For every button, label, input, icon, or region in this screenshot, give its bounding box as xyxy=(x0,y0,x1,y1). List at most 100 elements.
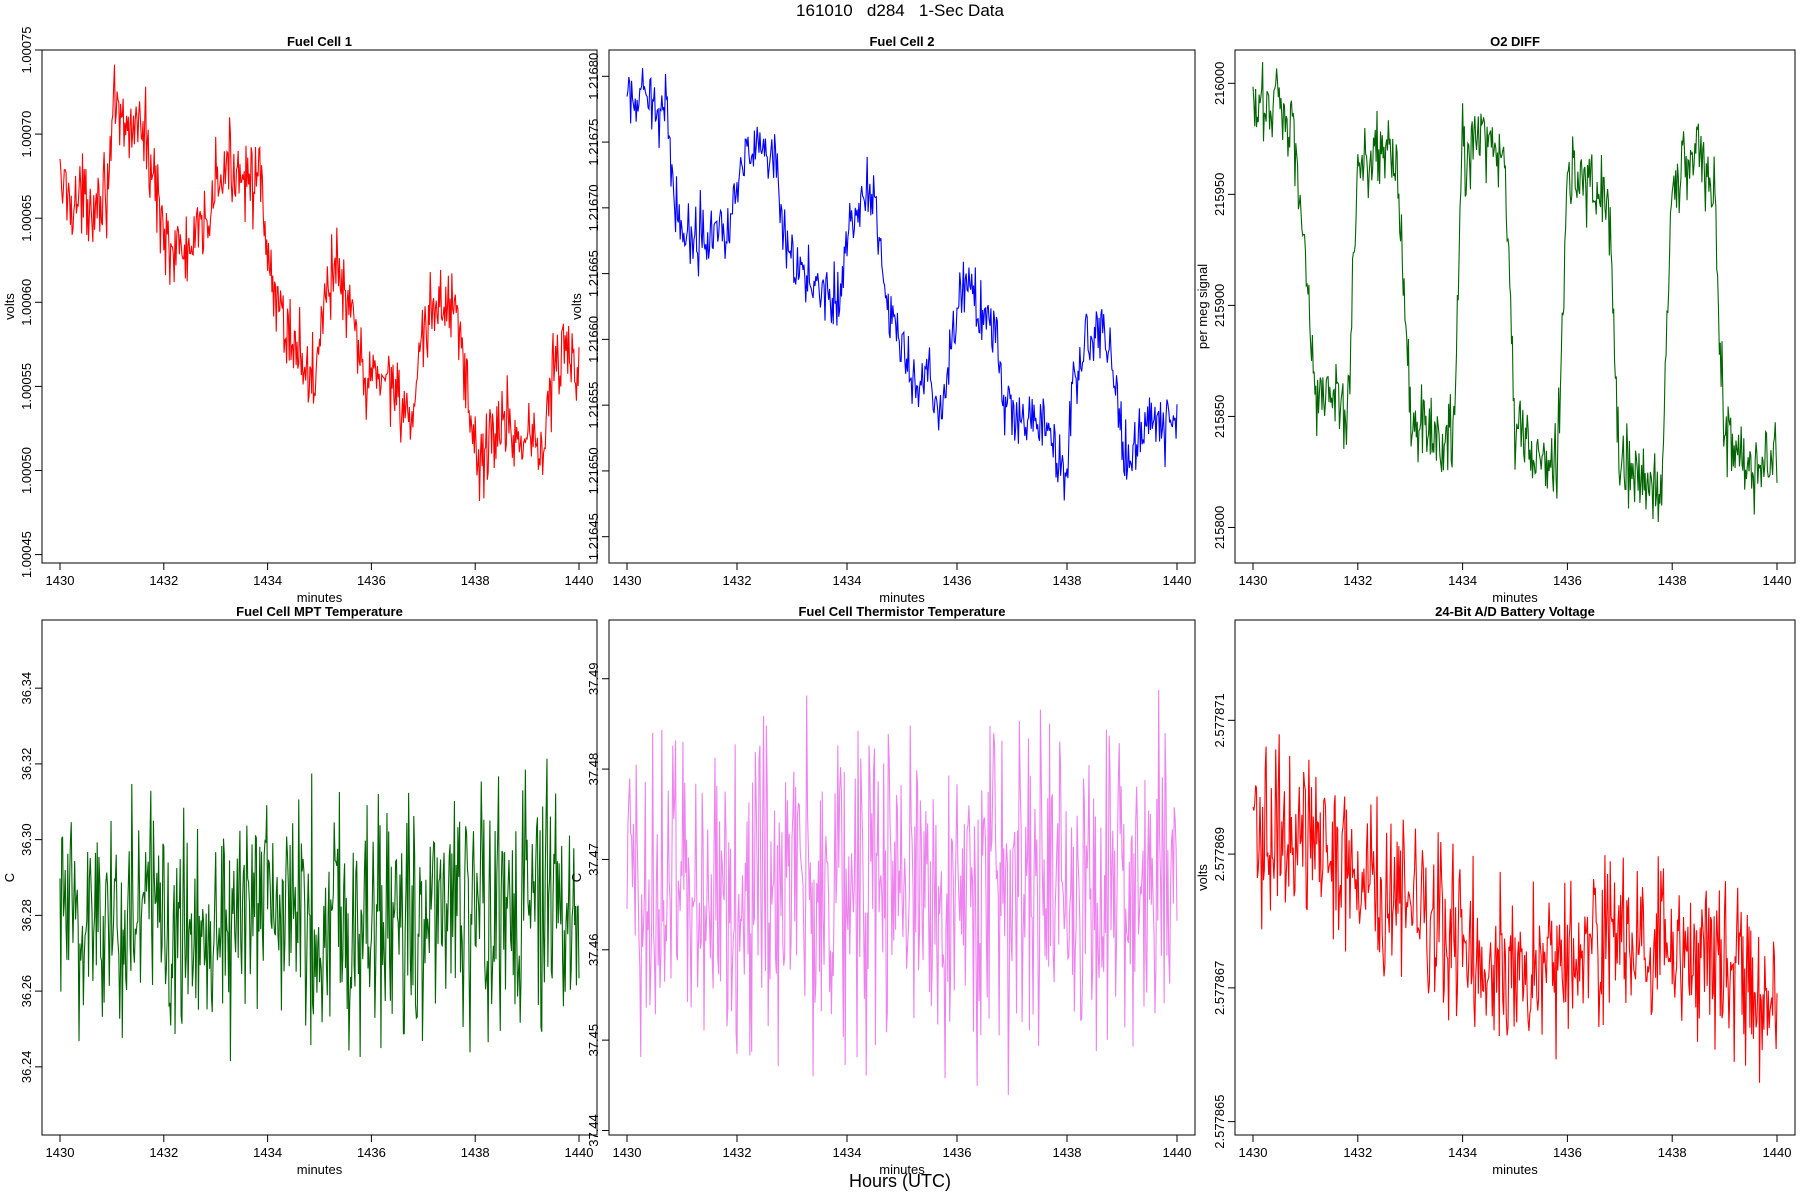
x-tick-label: 1438 xyxy=(1658,573,1687,588)
x-tick-label: 1430 xyxy=(613,573,642,588)
y-tick-label: 215900 xyxy=(1212,284,1227,327)
plot-frame xyxy=(1234,49,1796,564)
y-tick-label: 1.21675 xyxy=(586,119,601,166)
y-tick-label: 37.46 xyxy=(586,934,601,967)
y-tick-label: 1.00050 xyxy=(19,447,34,494)
x-tick-label: 1440 xyxy=(565,573,594,588)
chart-panel-4: Fuel Cell MPT Temperature 1430 1432 1434 143… xyxy=(2,604,598,1177)
y-axis-label: volts xyxy=(1195,864,1210,891)
x-tick-label: 1432 xyxy=(1343,1145,1372,1160)
plot-frame xyxy=(1234,619,1796,1136)
x-tick-label: 1440 xyxy=(1163,1145,1192,1160)
y-axis-label: C xyxy=(569,873,584,882)
y-tick-label: 36.28 xyxy=(19,899,34,932)
y-tick-label: 1.00060 xyxy=(19,279,34,326)
y-tick-label: 1.21660 xyxy=(586,316,601,363)
chart-title: Fuel Cell 2 xyxy=(869,34,934,49)
x-tick-label: 1438 xyxy=(1053,1145,1082,1160)
x-tick-label: 1434 xyxy=(253,573,282,588)
chart-title: 24-Bit A/D Battery Voltage xyxy=(1435,604,1595,619)
y-tick-label: 1.21645 xyxy=(586,513,601,560)
y-tick-label: 36.24 xyxy=(19,1051,34,1084)
x-tick-label: 1438 xyxy=(461,1145,490,1160)
x-tick-label: 1436 xyxy=(1553,1145,1582,1160)
x-tick-label: 1430 xyxy=(46,573,75,588)
chart-panel-6: 24-Bit A/D Battery Voltage 1430 1432 1434 14… xyxy=(1195,604,1796,1177)
y-tick-label: 1.00045 xyxy=(19,531,34,578)
x-axis-label: minutes xyxy=(1492,590,1538,605)
figure-xlabel: Hours (UTC) xyxy=(849,1171,951,1191)
x-tick-label: 1430 xyxy=(1239,1145,1268,1160)
chart-panel-3: O2 DIFF 1430 1432 1434 1436 1438 1440 minutes 21… xyxy=(1195,34,1796,605)
x-tick-label: 1440 xyxy=(1763,1145,1792,1160)
y-tick-label: 1.21650 xyxy=(586,447,601,494)
x-tick-label: 1438 xyxy=(1658,1145,1687,1160)
x-axis-label: minutes xyxy=(297,590,343,605)
y-tick-label: 36.30 xyxy=(19,823,34,856)
x-axis-label: minutes xyxy=(297,1162,343,1177)
y-tick-label: 2.577867 xyxy=(1212,961,1227,1015)
y-tick-label: 1.21670 xyxy=(586,184,601,231)
x-tick-label: 1432 xyxy=(149,573,178,588)
series-line xyxy=(59,64,580,501)
x-tick-label: 1440 xyxy=(1163,573,1192,588)
x-tick-label: 1436 xyxy=(357,573,386,588)
x-tick-label: 1434 xyxy=(253,1145,282,1160)
y-tick-label: 1.00055 xyxy=(19,363,34,410)
series-line xyxy=(1252,62,1778,522)
x-tick-label: 1432 xyxy=(723,1145,752,1160)
x-tick-label: 1430 xyxy=(613,1145,642,1160)
y-tick-label: 1.21680 xyxy=(586,53,601,100)
y-tick-label: 37.49 xyxy=(586,662,601,695)
plot-frame xyxy=(41,619,598,1136)
y-tick-label: 36.34 xyxy=(19,672,34,705)
y-tick-label: 1.21655 xyxy=(586,382,601,429)
x-tick-label: 1432 xyxy=(149,1145,178,1160)
figure-title: 161010 d284 1-Sec Data xyxy=(796,1,1004,20)
y-tick-label: 215800 xyxy=(1212,506,1227,549)
y-axis-label: C xyxy=(2,873,17,882)
y-tick-label: 1.21665 xyxy=(586,250,601,297)
series-line xyxy=(1252,734,1778,1083)
y-tick-label: 36.26 xyxy=(19,975,34,1008)
y-tick-label: 37.48 xyxy=(586,753,601,786)
chart-panel-1: Fuel Cell 1 1430 1432 1434 1436 1438 1440 minut… xyxy=(2,27,598,605)
x-tick-label: 1438 xyxy=(461,573,490,588)
x-axis-label: minutes xyxy=(879,1162,925,1177)
x-tick-label: 1434 xyxy=(833,1145,862,1160)
x-axis-label: minutes xyxy=(1492,1162,1538,1177)
chart-title: Fuel Cell 1 xyxy=(287,34,352,49)
y-tick-label: 2.577869 xyxy=(1212,827,1227,881)
plot-frame xyxy=(608,619,1196,1136)
y-tick-label: 215850 xyxy=(1212,395,1227,438)
x-tick-label: 1436 xyxy=(943,1145,972,1160)
plot-frame xyxy=(608,49,1196,564)
y-tick-label: 36.32 xyxy=(19,748,34,781)
y-tick-label: 2.577865 xyxy=(1212,1095,1227,1149)
plot-frame xyxy=(41,49,598,564)
y-tick-label: 215950 xyxy=(1212,173,1227,216)
y-axis-label: volts xyxy=(569,293,584,320)
x-tick-label: 1434 xyxy=(1448,1145,1477,1160)
y-axis-label: per meg signal xyxy=(1195,264,1210,349)
chart-title: Fuel Cell MPT Temperature xyxy=(236,604,403,619)
y-tick-label: 1.00070 xyxy=(19,111,34,158)
x-tick-label: 1440 xyxy=(1763,573,1792,588)
chart-title: O2 DIFF xyxy=(1490,34,1540,49)
series-line xyxy=(59,758,580,1062)
x-tick-label: 1436 xyxy=(357,1145,386,1160)
y-axis-label: volts xyxy=(2,293,17,320)
x-tick-label: 1434 xyxy=(833,573,862,588)
x-tick-label: 1440 xyxy=(565,1145,594,1160)
y-tick-label: 37.47 xyxy=(586,843,601,876)
series-line xyxy=(626,689,1178,1095)
x-tick-label: 1436 xyxy=(943,573,972,588)
x-tick-label: 1430 xyxy=(46,1145,75,1160)
series-line xyxy=(626,68,1178,501)
chart-title: Fuel Cell Thermistor Temperature xyxy=(798,604,1005,619)
chart-panel-2: Fuel Cell 2 1430 1432 1434 1436 1438 1440 minut… xyxy=(569,34,1196,605)
x-tick-label: 1438 xyxy=(1053,573,1082,588)
x-axis-label: minutes xyxy=(879,590,925,605)
x-tick-label: 1432 xyxy=(1343,573,1372,588)
